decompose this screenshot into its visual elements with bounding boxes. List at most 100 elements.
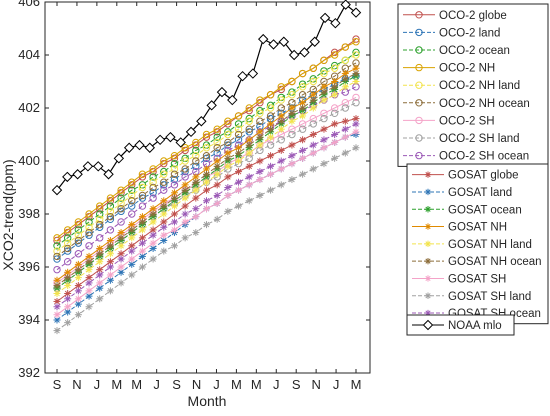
data-point [309,114,317,123]
data-point [74,236,83,245]
data-point [64,282,72,290]
data-point [134,139,145,151]
data-point [96,202,104,210]
data-point [106,212,115,221]
legend-marker [415,151,423,160]
data-point [320,69,328,78]
data-point [330,64,339,72]
y-tick-label: 396 [18,259,40,274]
legend-label: OCO-2 SH land [439,133,520,145]
data-point [266,104,275,112]
data-point [196,116,207,127]
data-point [245,173,253,181]
data-point [170,181,179,189]
y-axis-label: XCO2-trend(ppm) [0,159,16,270]
data-point [245,125,253,133]
data-point [341,56,350,64]
data-point [96,284,104,292]
data-point [117,199,125,208]
data-point [352,93,360,102]
data-point [128,242,136,250]
data-point [74,295,82,303]
data-point [213,162,221,170]
data-point [320,109,328,118]
x-tick-label: N [72,377,81,392]
data-point [63,234,72,242]
data-point [341,83,349,91]
data-point [181,173,189,181]
data-point [85,231,93,239]
data-point [160,157,168,165]
series-gosat-globe [53,115,360,305]
data-point [96,210,104,218]
data-point [202,144,211,152]
data-point [63,226,72,234]
data-point [224,162,232,170]
legend-box [406,314,515,336]
data-point [85,223,93,231]
data-point [256,157,264,165]
data-point [224,149,232,157]
y-tick-label: 404 [18,47,40,62]
data-point [320,96,328,104]
data-point [330,104,339,112]
data-point [256,168,264,176]
data-point [213,181,221,189]
data-point [350,7,362,18]
x-tick-label: N [311,377,320,392]
y-tick-label: 406 [18,0,40,9]
data-point [213,138,221,147]
data-point [213,170,221,178]
data-point [256,117,264,125]
data-point [64,274,72,282]
data-point [245,104,253,112]
data-point [341,43,350,51]
data-point [234,112,243,120]
data-point [96,250,104,258]
data-point [138,183,147,192]
data-point [74,274,82,282]
data-point [352,144,360,152]
legend-label: GOSAT SH land [448,291,531,303]
data-point [160,186,168,194]
series-line [56,54,357,252]
data-point [299,170,307,178]
legend-item: OCO-2 globe [403,10,507,22]
data-point [128,226,136,234]
legend-item: GOSAT NH [412,222,507,234]
data-point [181,186,189,194]
data-point [341,99,350,107]
series-oco-2-nh [53,38,360,242]
data-point [320,125,328,133]
data-point [170,210,178,218]
data-point [149,178,157,186]
data-point [331,91,339,99]
data-point [224,117,232,125]
data-point [170,202,178,210]
data-point [117,234,125,242]
data-point [117,263,125,271]
data-point [341,133,349,141]
x-tick-label: J [153,377,160,392]
data-point [138,202,147,210]
series-gosat-nh-land [53,78,360,297]
data-point [331,154,339,162]
data-point [277,125,285,133]
data-point [181,144,189,152]
data-point [224,207,232,215]
data-point [106,258,114,266]
data-point [341,75,349,83]
data-point [85,303,93,311]
data-point [288,104,296,112]
data-point [247,68,259,79]
data-point [227,94,238,106]
x-tick-label: J [333,377,340,392]
data-point [53,303,61,311]
data-point [331,120,339,128]
y-tick-label: 394 [18,312,40,327]
data-point [224,141,232,149]
legend-marker [415,99,423,107]
data-point [192,213,200,221]
